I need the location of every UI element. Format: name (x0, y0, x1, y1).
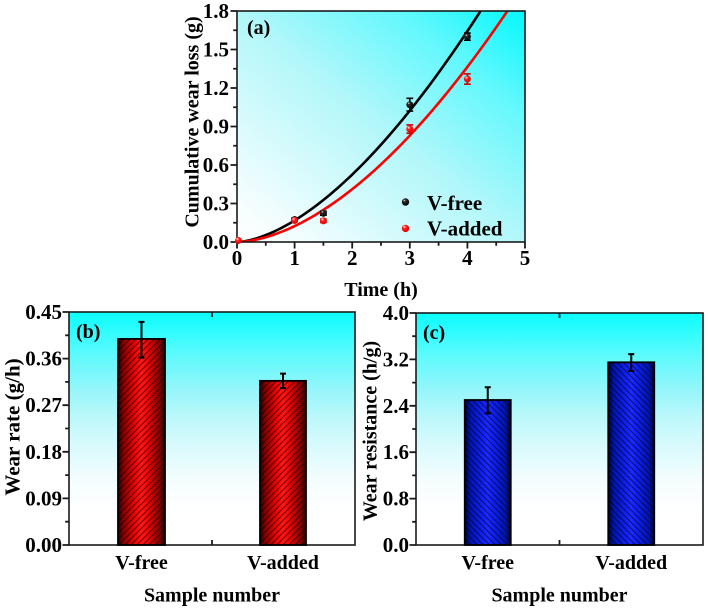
svg-text:3: 3 (405, 246, 416, 270)
svg-text:2: 2 (347, 246, 358, 270)
svg-text:V-added: V-added (427, 217, 503, 241)
svg-text:1.2: 1.2 (203, 76, 229, 100)
svg-text:0.36: 0.36 (25, 347, 62, 371)
svg-text:0.45: 0.45 (25, 300, 62, 324)
svg-text:0.3: 0.3 (203, 192, 229, 216)
svg-text:1: 1 (289, 246, 300, 270)
svg-text:3.2: 3.2 (383, 347, 409, 371)
svg-text:V-added: V-added (595, 552, 667, 574)
svg-text:0.00: 0.00 (25, 533, 62, 557)
svg-text:1.5: 1.5 (203, 38, 229, 62)
svg-text:Sample number: Sample number (144, 585, 280, 607)
svg-text:V-free: V-free (427, 191, 482, 215)
svg-text:Wear resistance (h/g): Wear resistance (h/g) (360, 341, 382, 521)
svg-text:2.4: 2.4 (383, 394, 410, 418)
svg-text:4: 4 (462, 246, 473, 270)
svg-text:V-free: V-free (115, 552, 168, 574)
svg-text:0.27: 0.27 (25, 393, 62, 417)
svg-text:Sample number: Sample number (491, 585, 627, 607)
svg-text:4.0: 4.0 (383, 301, 409, 325)
svg-text:0.6: 0.6 (203, 153, 229, 177)
svg-text:Cumulative wear loss (g): Cumulative wear loss (g) (182, 16, 204, 227)
svg-text:(a): (a) (247, 17, 270, 39)
svg-text:0: 0 (232, 246, 243, 270)
svg-text:0.18: 0.18 (25, 440, 62, 464)
svg-text:5: 5 (520, 246, 531, 270)
svg-text:V-added: V-added (247, 552, 319, 574)
svg-text:1.8: 1.8 (203, 0, 229, 23)
svg-text:0.9: 0.9 (203, 115, 229, 139)
svg-text:0.09: 0.09 (25, 486, 62, 510)
svg-text:(c): (c) (423, 322, 445, 344)
svg-text:0.0: 0.0 (203, 230, 229, 254)
svg-text:Time (h): Time (h) (344, 279, 418, 301)
svg-text:1.6: 1.6 (383, 440, 409, 464)
svg-text:(b): (b) (76, 321, 100, 343)
svg-text:0.8: 0.8 (383, 487, 409, 511)
svg-text:V-free: V-free (461, 552, 514, 574)
svg-text:0.0: 0.0 (383, 533, 409, 557)
svg-text:Wear rate (g/h): Wear rate (g/h) (1, 358, 25, 495)
